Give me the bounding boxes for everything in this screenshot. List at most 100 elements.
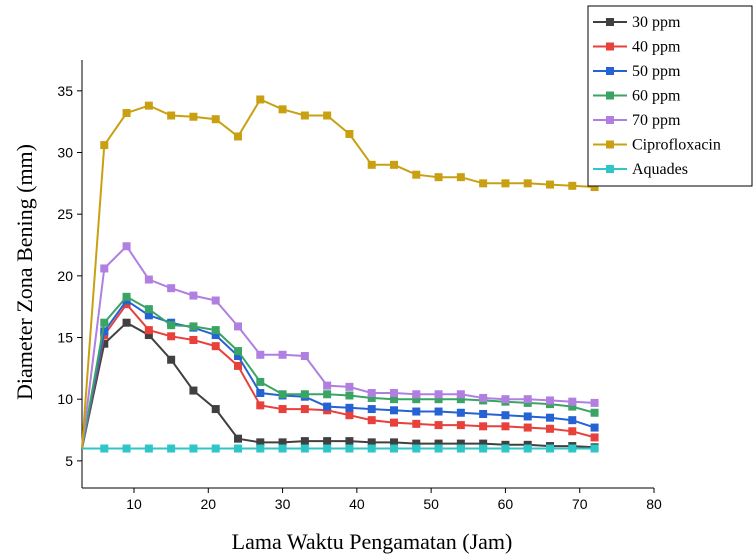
data-point [144, 305, 153, 314]
data-point [278, 390, 287, 399]
data-point [144, 326, 153, 335]
data-point [390, 418, 398, 427]
y-ticks: 5 10 15 20 25 30 35 [57, 83, 82, 469]
x-tick-label: 80 [646, 496, 662, 512]
data-point [323, 111, 332, 120]
series-40-ppm [81, 300, 599, 449]
legend-marker [606, 67, 614, 75]
data-point [256, 350, 265, 359]
data-point [390, 395, 398, 404]
data-point [345, 444, 354, 453]
legend-label: 60 ppm [632, 88, 681, 105]
data-point [434, 421, 443, 430]
data-point [256, 377, 265, 386]
data-point [412, 170, 421, 179]
data-point [568, 427, 577, 436]
legend-marker [606, 91, 614, 100]
data-point [434, 395, 443, 404]
legend-item: Ciprofloxacin [593, 137, 721, 154]
data-point [300, 405, 309, 414]
data-point [278, 405, 287, 414]
x-axis-title: Lama Waktu Pengamatan (Jam) [232, 529, 513, 554]
series-50-ppm [81, 296, 599, 449]
data-point [345, 411, 354, 420]
data-point [412, 419, 421, 428]
data-point [167, 444, 176, 453]
data-point [568, 402, 577, 411]
data-point [323, 444, 332, 453]
plot-area: 10 20 30 40 50 60 70 80 5 10 15 20 25 30 35 [57, 60, 662, 512]
x-tick-label: 60 [498, 496, 514, 512]
data-point [479, 422, 488, 431]
legend-item: Aquades [593, 161, 688, 178]
data-point [189, 444, 198, 453]
series-aquades [82, 444, 599, 453]
data-point [546, 424, 554, 433]
data-point [345, 382, 354, 391]
data-point [367, 389, 376, 398]
y-tick-label: 10 [57, 391, 73, 407]
y-tick-label: 35 [57, 83, 73, 99]
data-point [501, 444, 510, 453]
data-point [523, 444, 532, 453]
data-point [167, 355, 176, 364]
data-point [412, 407, 421, 416]
data-point [122, 292, 131, 301]
data-point [590, 444, 599, 453]
data-point [345, 130, 354, 139]
data-point [456, 395, 465, 404]
data-point [479, 444, 488, 453]
data-point [590, 423, 599, 432]
data-point [323, 402, 332, 411]
data-point [323, 437, 332, 446]
data-point [479, 393, 488, 402]
data-point [434, 444, 443, 453]
data-point [434, 390, 443, 399]
data-point [167, 321, 176, 330]
legend-label: 30 ppm [632, 14, 681, 31]
data-point [100, 444, 109, 453]
data-point [479, 439, 488, 448]
legend-marker [606, 140, 614, 149]
data-point [390, 389, 398, 398]
data-point [278, 444, 287, 453]
data-point [211, 342, 220, 351]
data-point [300, 352, 309, 361]
legend-label: Aquades [632, 161, 688, 178]
data-point [323, 390, 332, 399]
data-point [456, 444, 465, 453]
data-point [523, 423, 532, 432]
data-point [234, 322, 242, 331]
data-point [501, 411, 510, 420]
data-point [100, 141, 109, 150]
data-point [546, 180, 554, 189]
legend-marker [606, 165, 614, 173]
legend: 30 ppm 40 ppm 50 ppm 60 ppm 70 ppm Ciprofloxa… [587, 5, 753, 187]
data-point [211, 115, 220, 124]
data-point [234, 434, 242, 443]
data-point [100, 264, 109, 273]
series-60-ppm [81, 292, 599, 449]
data-point [189, 386, 198, 395]
data-point [189, 322, 198, 331]
data-point [256, 444, 265, 453]
data-point [144, 311, 153, 320]
data-point [278, 350, 287, 359]
data-point [456, 421, 465, 430]
series-ciprofloxacin [81, 95, 599, 449]
data-point [367, 405, 376, 414]
legend-label: 50 ppm [632, 63, 681, 80]
data-point [122, 242, 131, 251]
data-point [412, 439, 421, 448]
data-point [234, 347, 242, 356]
legend-item: 70 ppm [593, 112, 681, 129]
data-point [434, 407, 443, 416]
data-point [367, 393, 376, 402]
data-point [546, 413, 554, 422]
data-point [546, 396, 554, 405]
data-point [568, 416, 577, 425]
data-point [390, 160, 398, 169]
data-point [100, 318, 109, 327]
legend-label: Ciprofloxacin [632, 137, 721, 154]
data-point [412, 444, 421, 453]
